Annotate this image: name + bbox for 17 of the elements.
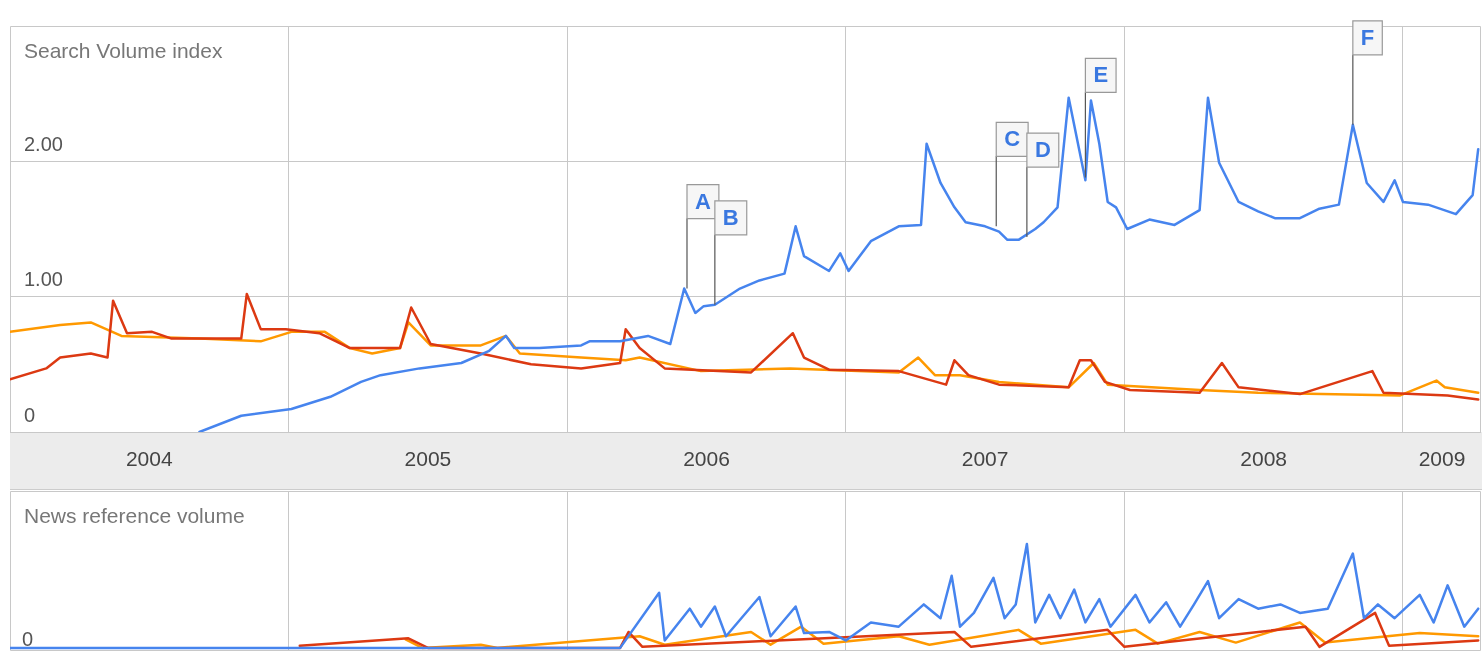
y-tick-label: 2.00 [24,132,63,155]
annotation: D [1034,137,1051,163]
y-tick-label: 1.00 [24,268,63,291]
chart-title: News reference volume [24,503,245,527]
y-tick-label: 0 [24,403,36,426]
x-tick-label: 2006 [683,447,730,471]
x-tick-label: 2005 [404,447,452,471]
annotation: B [722,204,739,230]
x-tick-label: 2007 [961,447,1009,471]
text: Search Volume index [24,38,223,62]
annotation: C [1004,126,1021,152]
x-tick-label: 2008 [1240,447,1288,471]
annotation: F [1360,24,1375,50]
annotation: A [694,188,711,214]
x-tick-label: 2004 [125,447,173,471]
annotation: E [1093,62,1109,88]
x-tick-label: 2009 [1418,447,1466,471]
